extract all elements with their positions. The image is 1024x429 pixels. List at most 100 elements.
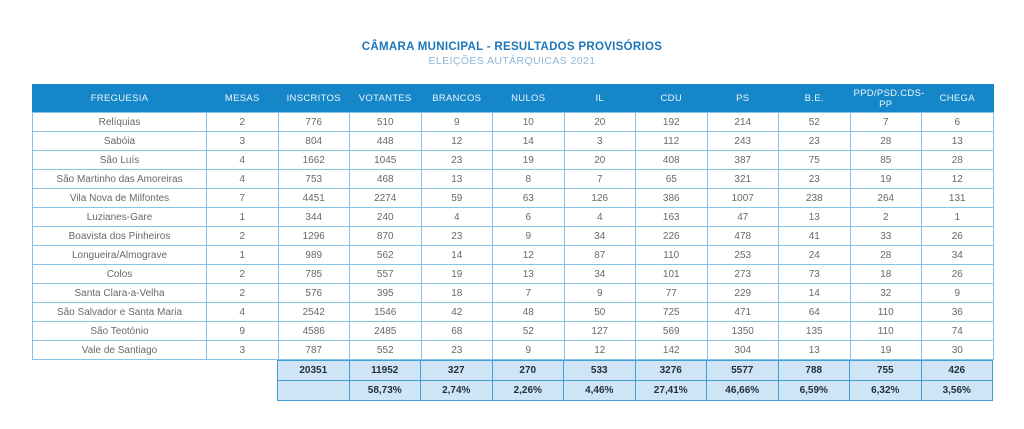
table-cell: 52 xyxy=(778,112,851,132)
freguesia-cell: Luzianes-Gare xyxy=(32,207,207,227)
column-header-be: B.E. xyxy=(778,84,851,113)
table-cell: 19 xyxy=(849,169,922,189)
table-cell: 77 xyxy=(635,283,708,303)
table-cell: 12 xyxy=(492,245,565,265)
percent-cell-votantes: 58,73% xyxy=(348,380,421,401)
table-cell: 20 xyxy=(563,150,636,170)
table-cell: 2 xyxy=(206,264,279,284)
table-cell: 1007 xyxy=(706,188,779,208)
table-cell: 75 xyxy=(778,150,851,170)
table-cell: 7 xyxy=(492,283,565,303)
total-cell-il: 533 xyxy=(563,360,636,381)
table-cell: 2 xyxy=(206,112,279,132)
table-cell: 14 xyxy=(778,283,851,303)
freguesia-cell: Vale de Santiago xyxy=(32,340,207,360)
table-cell: 23 xyxy=(420,340,493,360)
table-cell: 387 xyxy=(706,150,779,170)
table-row: São Luís 4 1662 1045 23 19 20 408 387 75 85 28 xyxy=(32,150,994,170)
table-cell: 19 xyxy=(492,150,565,170)
table-cell: 110 xyxy=(635,245,708,265)
table-cell: 408 xyxy=(635,150,708,170)
table-cell: 73 xyxy=(778,264,851,284)
table-cell: 36 xyxy=(921,302,994,322)
percent-cell-inscritos xyxy=(277,380,350,401)
table-row: São Salvador e Santa Maria 4 2542 1546 42 48 5… xyxy=(32,302,994,322)
totals-row: 20351 11952 327 270 533 3276 5577 788 75… xyxy=(277,360,993,381)
table-cell: 12 xyxy=(921,169,994,189)
column-header-mesas: MESAS xyxy=(206,84,279,113)
table-cell: 9 xyxy=(921,283,994,303)
table-cell: 1546 xyxy=(349,302,422,322)
percent-cell-il: 4,46% xyxy=(563,380,636,401)
table-cell: 569 xyxy=(635,321,708,341)
table-cell: 28 xyxy=(849,245,922,265)
table-cell: 110 xyxy=(849,321,922,341)
table-cell: 321 xyxy=(706,169,779,189)
table-cell: 14 xyxy=(492,131,565,151)
table-cell: 34 xyxy=(563,264,636,284)
table-cell: 7 xyxy=(563,169,636,189)
table-cell: 3 xyxy=(206,131,279,151)
table-cell: 7 xyxy=(206,188,279,208)
table-cell: 42 xyxy=(420,302,493,322)
table-cell: 6 xyxy=(492,207,565,227)
percent-cell-be: 6,59% xyxy=(777,380,850,401)
freguesia-cell: Longueira/Almograve xyxy=(32,245,207,265)
table-cell: 48 xyxy=(492,302,565,322)
table-cell: 110 xyxy=(849,302,922,322)
table-cell: 12 xyxy=(563,340,636,360)
table-cell: 126 xyxy=(563,188,636,208)
table-cell: 4 xyxy=(206,150,279,170)
table-cell: 23 xyxy=(420,150,493,170)
table-cell: 264 xyxy=(849,188,922,208)
column-header-ps: PS xyxy=(706,84,779,113)
total-cell-chega: 426 xyxy=(920,360,993,381)
freguesia-cell: Boavista dos Pinheiros xyxy=(32,226,207,246)
table-cell: 9 xyxy=(563,283,636,303)
table-cell: 776 xyxy=(277,112,350,132)
table-row: Sabóia 3 804 448 12 14 3 112 243 23 28 13 xyxy=(32,131,994,151)
column-header-inscritos: INSCRITOS xyxy=(277,84,350,113)
table-row: São Martinho das Amoreiras 4 753 468 13 8 7 65 3… xyxy=(32,169,994,189)
table-cell: 478 xyxy=(706,226,779,246)
table-cell: 28 xyxy=(849,131,922,151)
table-cell: 226 xyxy=(635,226,708,246)
table-cell: 127 xyxy=(563,321,636,341)
table-cell: 34 xyxy=(921,245,994,265)
table-cell: 510 xyxy=(349,112,422,132)
results-table-wrap: FREGUESIA MESAS INSCRITOS VOTANTES BRANC… xyxy=(32,84,994,401)
table-cell: 59 xyxy=(420,188,493,208)
table-cell: 6 xyxy=(921,112,994,132)
table-cell: 9 xyxy=(492,340,565,360)
table-cell: 753 xyxy=(277,169,350,189)
table-cell: 64 xyxy=(778,302,851,322)
percent-cell-ppd-psd-cds-pp: 6,32% xyxy=(849,380,922,401)
table-cell: 3 xyxy=(563,131,636,151)
table-cell: 14 xyxy=(420,245,493,265)
table-cell: 26 xyxy=(921,264,994,284)
table-cell: 74 xyxy=(921,321,994,341)
table-cell: 1045 xyxy=(349,150,422,170)
total-cell-votantes: 11952 xyxy=(348,360,421,381)
table-cell: 468 xyxy=(349,169,422,189)
table-cell: 1350 xyxy=(706,321,779,341)
table-cell: 1 xyxy=(206,245,279,265)
table-cell: 33 xyxy=(849,226,922,246)
table-cell: 30 xyxy=(921,340,994,360)
table-cell: 34 xyxy=(563,226,636,246)
table-cell: 20 xyxy=(563,112,636,132)
table-row: Vale de Santiago 3 787 552 23 9 12 142 304 13 19 30 xyxy=(32,340,994,360)
freguesia-cell: Colos xyxy=(32,264,207,284)
table-cell: 243 xyxy=(706,131,779,151)
column-header-ppd-psd-cds-pp: PPD/PSD.CDS-PP xyxy=(849,84,924,113)
column-header-nulos: NULOS xyxy=(492,84,565,113)
table-cell: 87 xyxy=(563,245,636,265)
header-row: FREGUESIA MESAS INSCRITOS VOTANTES BRANC… xyxy=(32,84,994,113)
table-cell: 4 xyxy=(206,302,279,322)
table-cell: 68 xyxy=(420,321,493,341)
table-cell: 1296 xyxy=(277,226,350,246)
table-cell: 4451 xyxy=(277,188,350,208)
table-cell: 725 xyxy=(635,302,708,322)
table-cell: 1 xyxy=(921,207,994,227)
column-header-cdu: CDU xyxy=(635,84,708,113)
